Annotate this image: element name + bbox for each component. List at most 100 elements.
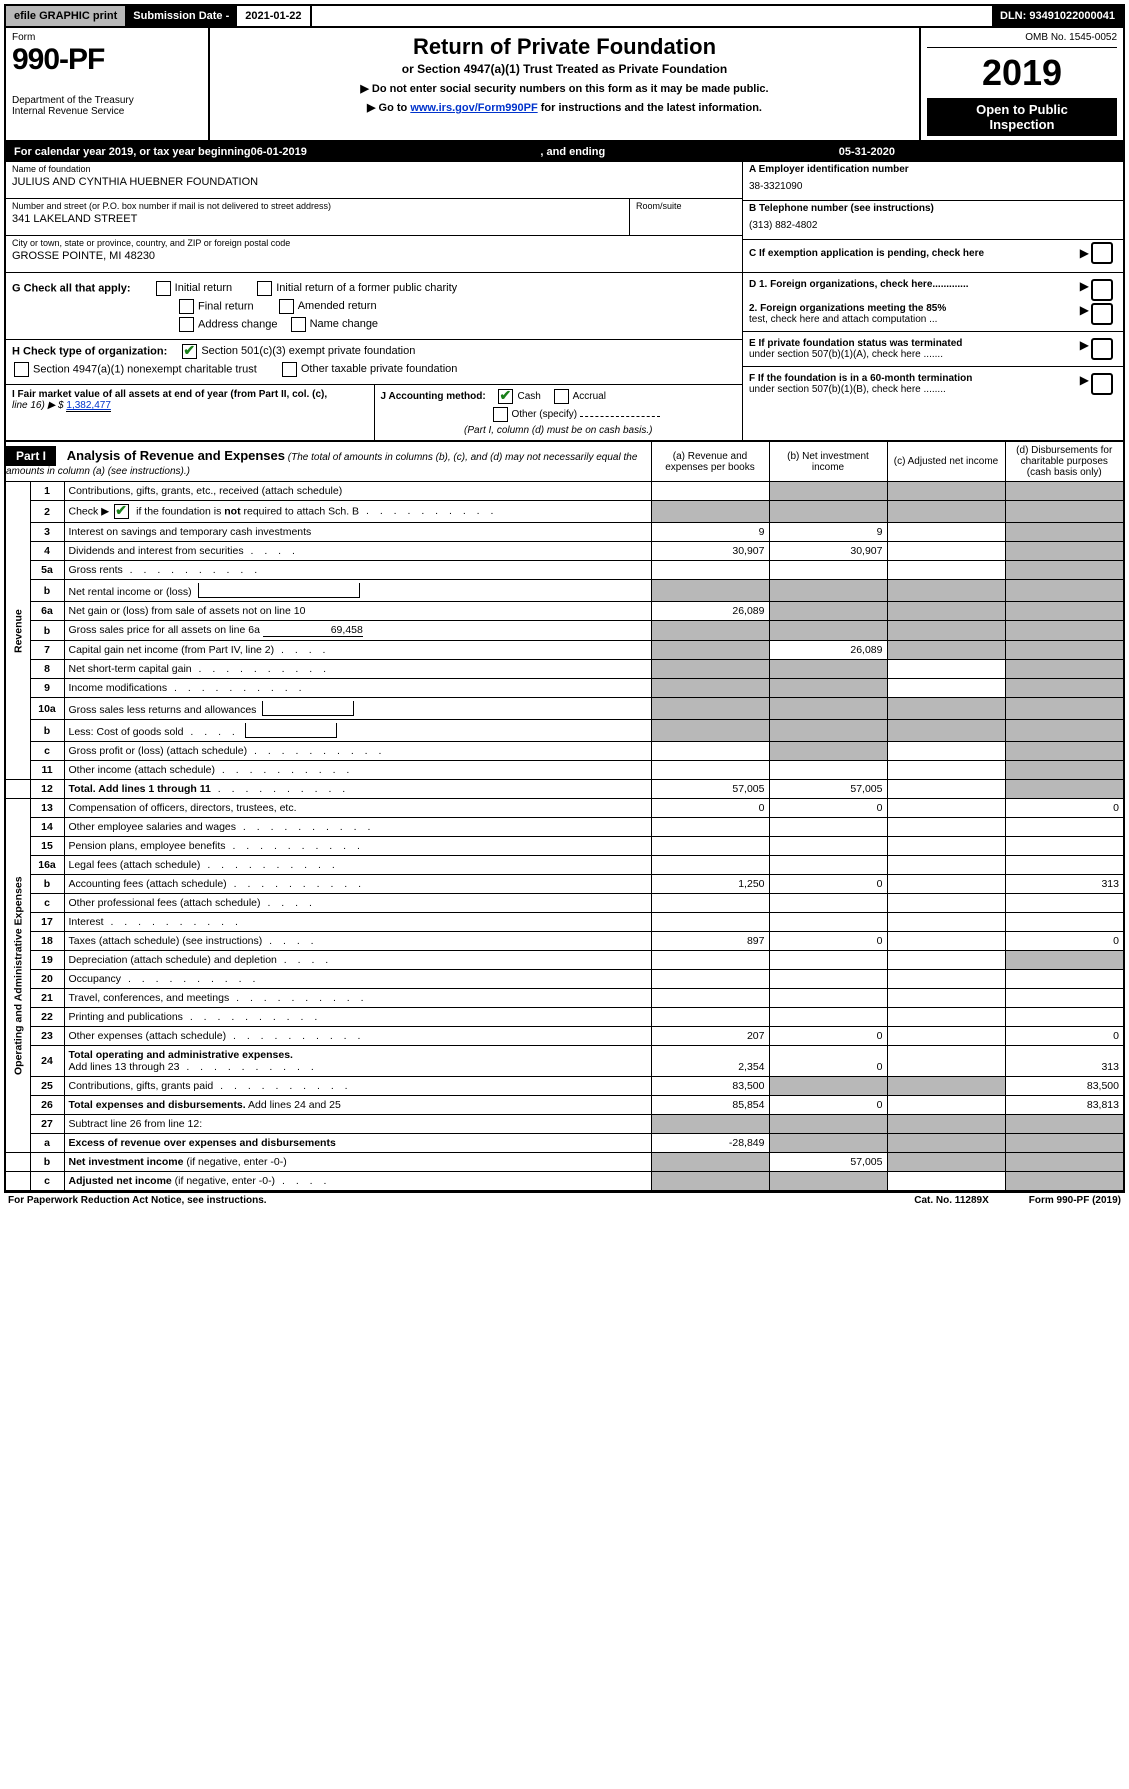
r27a-a: -28,849: [651, 1134, 769, 1153]
r3-desc: Interest on savings and temporary cash i…: [64, 523, 651, 542]
j-note: (Part I, column (d) must be on cash basi…: [464, 425, 652, 436]
address-change-checkbox[interactable]: [179, 317, 194, 332]
status-terminated-checkbox[interactable]: [1091, 338, 1113, 360]
header-right: OMB No. 1545-0052 2019 Open to Public In…: [919, 28, 1123, 140]
r24-b: 0: [769, 1046, 887, 1077]
r15-num: 15: [30, 837, 64, 856]
exemption-pending-checkbox[interactable]: [1091, 242, 1113, 264]
accrual-checkbox[interactable]: [554, 389, 569, 404]
r18-a: 897: [651, 932, 769, 951]
row-17: 17 Interest: [6, 913, 1123, 932]
d-section: D 1. Foreign organizations, check here..…: [743, 273, 1123, 331]
row-8: 8 Net short-term capital gain: [6, 660, 1123, 679]
f-label: F If the foundation is in a 60-month ter…: [749, 373, 1080, 395]
room-suite-cell: Room/suite: [629, 199, 742, 235]
page-footer: For Paperwork Reduction Act Notice, see …: [4, 1193, 1125, 1208]
i-label: I Fair market value of all assets at end…: [12, 389, 327, 400]
city-state-zip: GROSSE POINTE, MI 48230: [12, 250, 736, 262]
r6a-desc: Net gain or (loss) from sale of assets n…: [64, 602, 651, 621]
form-subtitle: or Section 4947(a)(1) Trust Treated as P…: [220, 62, 909, 76]
goto-pre: ▶ Go to: [367, 102, 410, 114]
part-i-badge: Part I: [6, 446, 56, 466]
r20-num: 20: [30, 970, 64, 989]
e-section: E If private foundation status was termi…: [743, 332, 1123, 366]
r25-d: 83,500: [1005, 1077, 1123, 1096]
final-return-checkbox[interactable]: [179, 299, 194, 314]
85pct-test-checkbox[interactable]: [1091, 303, 1113, 325]
row-6b: b Gross sales price for all assets on li…: [6, 621, 1123, 641]
other-taxable-checkbox[interactable]: [282, 362, 297, 377]
r16b-d: 313: [1005, 875, 1123, 894]
amended-return-checkbox[interactable]: [279, 299, 294, 314]
form990pf-link[interactable]: www.irs.gov/Form990PF: [410, 102, 537, 114]
omb-number: OMB No. 1545-0052: [927, 32, 1117, 48]
identity-left: Name of foundation JULIUS AND CYNTHIA HU…: [6, 162, 743, 440]
r12-a: 57,005: [651, 780, 769, 799]
r6a-a: 26,089: [651, 602, 769, 621]
r11-desc: Other income (attach schedule): [64, 761, 651, 780]
row-16a: 16a Legal fees (attach schedule): [6, 856, 1123, 875]
4947a1-checkbox[interactable]: [14, 362, 29, 377]
501c3-checkbox[interactable]: [182, 344, 197, 359]
address-cell: Number and street (or P.O. box number if…: [6, 199, 629, 235]
row-4: 4 Dividends and interest from securities…: [6, 542, 1123, 561]
r16a-num: 16a: [30, 856, 64, 875]
r4-b: 30,907: [769, 542, 887, 561]
row-20: 20 Occupancy: [6, 970, 1123, 989]
row-24: 24 Total operating and administrative ex…: [6, 1046, 1123, 1077]
initial-return-checkbox[interactable]: [156, 281, 171, 296]
phone-cell: B Telephone number (see instructions) (3…: [743, 201, 1123, 240]
r7-desc: Capital gain net income (from Part IV, l…: [64, 641, 651, 660]
j-cell: J Accounting method: Cash Accrual Other …: [375, 385, 743, 440]
r17-desc: Interest: [64, 913, 651, 932]
open-line1: Open to Public: [927, 102, 1117, 117]
r1-desc: Contributions, gifts, grants, etc., rece…: [64, 482, 651, 501]
part-i-title: Analysis of Revenue and Expenses: [67, 448, 285, 463]
r15-desc: Pension plans, employee benefits: [64, 837, 651, 856]
r3-b: 9: [769, 523, 887, 542]
r26-desc: Total expenses and disbursements. Add li…: [64, 1096, 651, 1115]
row-10c: c Gross profit or (loss) (attach schedul…: [6, 742, 1123, 761]
row-5a: 5a Gross rents: [6, 561, 1123, 580]
r22-num: 22: [30, 1008, 64, 1027]
r18-num: 18: [30, 932, 64, 951]
r27-num: 27: [30, 1115, 64, 1134]
name-change-checkbox[interactable]: [291, 317, 306, 332]
street-address: 341 LAKELAND STREET: [12, 213, 623, 225]
initial-former-checkbox[interactable]: [257, 281, 272, 296]
60month-checkbox[interactable]: [1091, 373, 1113, 395]
part-i-table: Part I Analysis of Revenue and Expenses …: [6, 441, 1123, 1191]
r6b-inline-val: 69,458: [263, 624, 363, 637]
r21-num: 21: [30, 989, 64, 1008]
r27c-num: c: [30, 1172, 64, 1191]
sch-b-not-required-checkbox[interactable]: [114, 504, 129, 519]
r19-num: 19: [30, 951, 64, 970]
r2-num: 2: [30, 501, 64, 523]
r7-num: 7: [30, 641, 64, 660]
e-label: E If private foundation status was termi…: [749, 338, 1080, 360]
fmv-value[interactable]: 1,382,477: [66, 400, 111, 412]
r3-num: 3: [30, 523, 64, 542]
row-1: Revenue 1 Contributions, gifts, grants, …: [6, 482, 1123, 501]
row-16b: b Accounting fees (attach schedule) 1,25…: [6, 875, 1123, 894]
cal-mid: , and ending: [307, 146, 839, 158]
r13-b: 0: [769, 799, 887, 818]
r16b-b: 0: [769, 875, 887, 894]
other-method-checkbox[interactable]: [493, 407, 508, 422]
cash-checkbox[interactable]: [498, 389, 513, 404]
r27a-desc: Excess of revenue over expenses and disb…: [64, 1134, 651, 1153]
name-label: Name of foundation: [12, 164, 736, 174]
r10b-num: b: [30, 720, 64, 742]
row-27c: c Adjusted net income (if negative, ente…: [6, 1172, 1123, 1191]
paperwork-notice: For Paperwork Reduction Act Notice, see …: [8, 1195, 267, 1206]
goto-post: for instructions and the latest informat…: [538, 102, 762, 114]
d2-label: 2. Foreign organizations meeting the 85%…: [749, 303, 1080, 325]
city-cell: City or town, state or province, country…: [6, 236, 742, 272]
i-cell: I Fair market value of all assets at end…: [6, 385, 375, 440]
foreign-org-checkbox[interactable]: [1091, 279, 1113, 301]
r27b-num: b: [30, 1153, 64, 1172]
g-opt-namechg: Name change: [310, 318, 379, 330]
g-opt-former: Initial return of a former public charit…: [276, 282, 457, 294]
row-2: 2 Check ▶ if the foundation is not requi…: [6, 501, 1123, 523]
r4-desc: Dividends and interest from securities: [64, 542, 651, 561]
